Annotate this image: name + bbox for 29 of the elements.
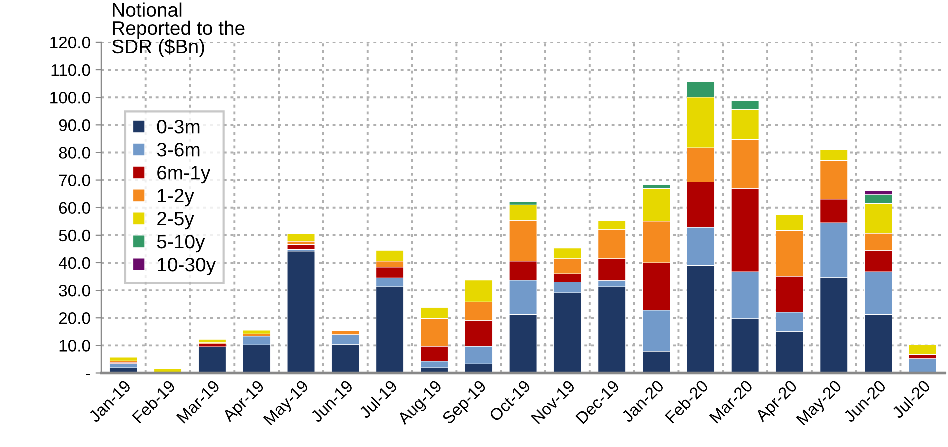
bar [287, 234, 316, 242]
legend-label: 2-5y [158, 212, 194, 230]
y-tick-label: 20.0 [59, 312, 90, 324]
bar [110, 357, 138, 362]
bar [198, 339, 226, 344]
legend-label: 0-3m [157, 120, 200, 134]
y-tick-label: 60.0 [59, 202, 90, 214]
bar [242, 330, 271, 334]
y-tick-label: 50.0 [59, 230, 90, 242]
chart-title: Notional Reported to the SDR ($Bn) [112, 2, 245, 58]
bar [908, 344, 937, 356]
bar [908, 358, 937, 373]
y-tick-label: 30.0 [59, 284, 90, 297]
y-tick-label: 90.0 [59, 120, 90, 132]
bar [110, 364, 138, 368]
legend-label: 3-6m [157, 143, 200, 157]
y-tick-label: 110.0 [52, 64, 90, 76]
y-tick-label: 70.0 [59, 174, 90, 186]
y-tick-label: 120.0 [50, 36, 90, 49]
y-tick-label: 100.0 [50, 92, 90, 104]
legend-label: 10-30y [158, 258, 216, 276]
y-tick-label: - [86, 374, 90, 376]
bar [198, 346, 226, 374]
y-tick-label: 10.0 [60, 340, 90, 352]
y-tick-label: 80.0 [59, 147, 90, 159]
legend-label: 6m-1y [158, 166, 211, 184]
legend-label: 1-2y [158, 188, 194, 207]
y-tick-label: 40.0 [58, 257, 90, 270]
legend-label: 5-10y [157, 234, 206, 253]
